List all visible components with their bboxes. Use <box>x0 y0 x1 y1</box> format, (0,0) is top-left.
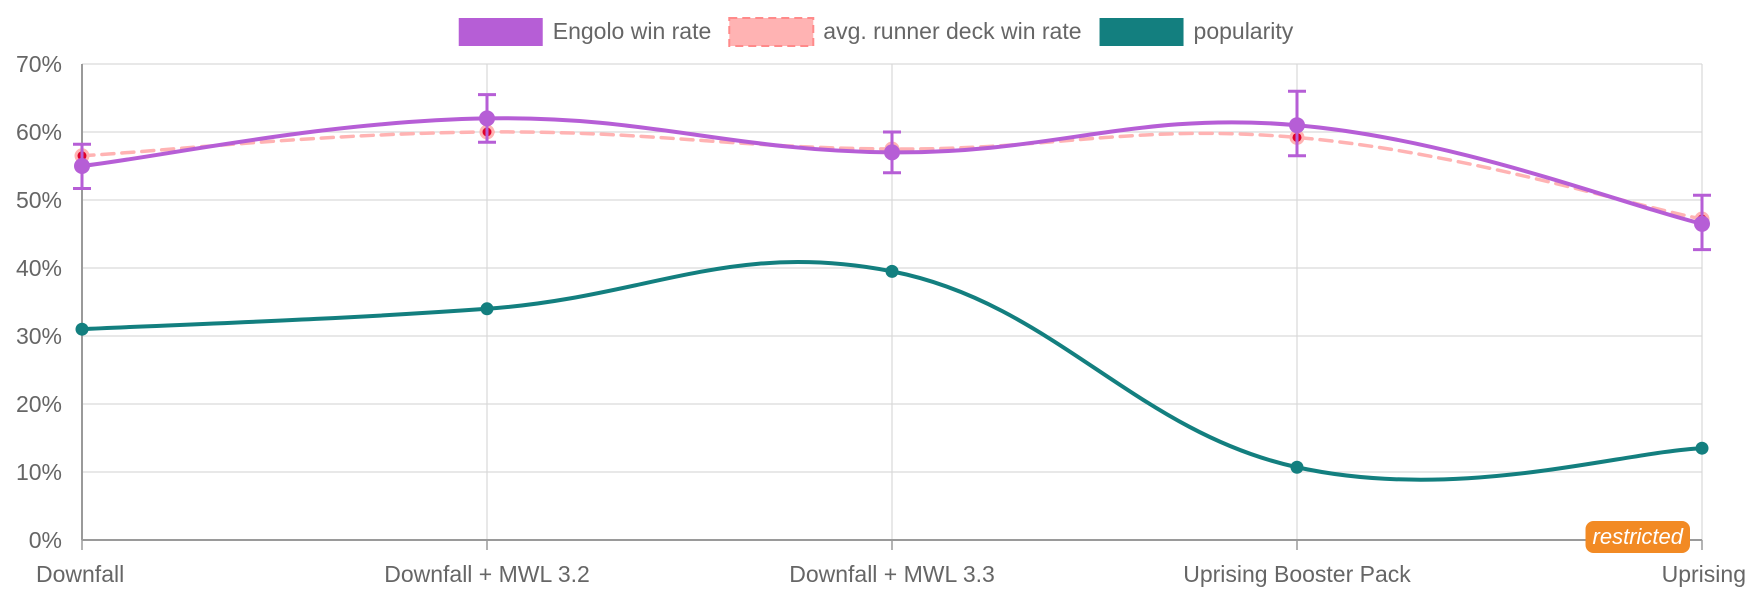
y-tick-label: 60% <box>16 119 62 145</box>
y-tick-label: 40% <box>16 255 62 281</box>
restricted-badge: restricted <box>1585 521 1690 553</box>
data-point <box>885 264 899 278</box>
y-tick-label: 50% <box>16 187 62 213</box>
x-tick-label: Uprising <box>1662 561 1746 587</box>
annotation-layer: restricted <box>1585 521 1690 553</box>
y-tick-label: 0% <box>29 527 62 553</box>
series-popularity <box>75 260 1709 482</box>
x-tick-label: Downfall <box>36 561 124 587</box>
legend-label: popularity <box>1194 18 1294 44</box>
data-point <box>1290 460 1304 474</box>
badge-label: restricted <box>1593 524 1684 549</box>
data-point <box>480 302 494 316</box>
data-point <box>884 144 900 161</box>
data-point <box>1694 215 1710 232</box>
x-tick-label: Downfall + MWL 3.2 <box>384 561 590 587</box>
x-tick-label: Downfall + MWL 3.3 <box>789 561 995 587</box>
legend: Engolo win rate avg. runner deck win rate… <box>458 17 1294 47</box>
legend-item-avg-runner-deck-win-rate[interactable]: avg. runner deck win rate <box>728 17 1082 47</box>
y-tick-label: 70% <box>16 51 62 77</box>
x-tick-label: Uprising Booster Pack <box>1183 561 1411 587</box>
data-point <box>479 110 495 127</box>
legend-swatch <box>1099 18 1184 46</box>
series-engolo-win-rate <box>73 89 1711 252</box>
y-tick-label: 30% <box>16 323 62 349</box>
legend-label: Engolo win rate <box>553 18 712 44</box>
data-point <box>74 158 90 174</box>
legend-swatch <box>458 18 543 46</box>
y-tick-label: 10% <box>16 459 62 485</box>
badge-background <box>1585 521 1690 553</box>
legend-item-engolo-win-rate[interactable]: Engolo win rate <box>458 18 712 46</box>
y-tick-label: 20% <box>16 391 62 417</box>
legend-item-popularity[interactable]: popularity <box>1099 18 1294 46</box>
series-layer <box>73 89 1711 482</box>
legend-label: avg. runner deck win rate <box>823 18 1081 44</box>
axes: 0% 10% 20% 30% 40% 50% 60% 70% Downfall Downfall … <box>16 51 1746 587</box>
legend-swatch <box>728 17 815 47</box>
data-point <box>1289 117 1305 134</box>
data-point <box>1695 441 1709 455</box>
data-point <box>75 322 89 336</box>
